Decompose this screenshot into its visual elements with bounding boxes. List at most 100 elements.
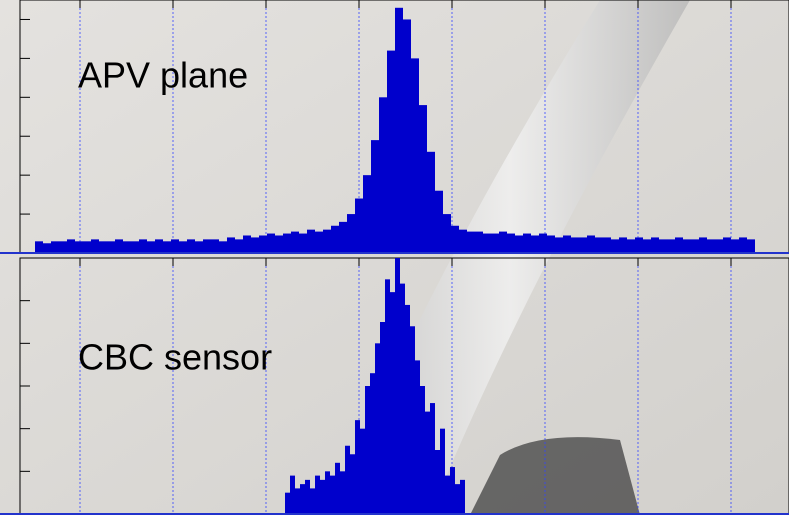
bar — [315, 231, 323, 253]
bar — [403, 19, 411, 254]
bar — [395, 7, 403, 253]
bar — [179, 241, 187, 253]
bar — [651, 237, 659, 253]
bar — [563, 235, 571, 253]
bar — [171, 239, 179, 253]
bar — [315, 475, 320, 514]
bar — [425, 411, 430, 514]
bar — [139, 239, 147, 253]
bar — [475, 231, 483, 253]
bar — [739, 237, 747, 253]
bar — [163, 241, 171, 253]
bar — [523, 233, 531, 253]
bar — [131, 241, 139, 253]
bar — [380, 322, 385, 514]
bar — [667, 239, 675, 253]
bar — [331, 225, 339, 253]
bar — [275, 235, 283, 253]
bar — [375, 343, 380, 514]
bar — [410, 326, 415, 514]
bar — [290, 475, 295, 514]
bar — [595, 237, 603, 253]
bar — [219, 241, 227, 253]
bar — [323, 229, 331, 253]
bar — [251, 237, 259, 253]
bar — [467, 231, 475, 253]
bar — [435, 190, 443, 253]
bar — [483, 233, 491, 253]
bar — [330, 475, 335, 514]
bar — [539, 233, 547, 253]
bar — [350, 454, 355, 514]
bar — [675, 237, 683, 253]
bar — [355, 198, 363, 253]
bar — [307, 229, 315, 253]
bar — [579, 237, 587, 253]
bar — [491, 233, 499, 253]
bar — [385, 279, 390, 514]
bar — [619, 237, 627, 253]
annotation: CBC sensor — [78, 337, 272, 378]
bar — [707, 239, 715, 253]
bar — [75, 241, 83, 253]
bar — [267, 233, 275, 253]
bar — [643, 239, 651, 253]
bar — [419, 105, 427, 253]
bar — [340, 471, 345, 514]
bar — [451, 225, 459, 253]
bar — [635, 237, 643, 253]
bar — [363, 175, 371, 253]
bar — [390, 292, 395, 514]
bar — [211, 239, 219, 253]
bar — [420, 386, 425, 514]
bar — [195, 241, 203, 253]
bar — [310, 488, 315, 514]
bar — [611, 239, 619, 253]
bar — [547, 235, 555, 253]
bar — [435, 450, 440, 514]
bar — [507, 233, 515, 253]
bar — [627, 239, 635, 253]
bar — [587, 235, 595, 253]
bar — [320, 479, 325, 514]
bar — [339, 221, 347, 253]
background-object — [470, 437, 640, 515]
bar — [427, 151, 435, 253]
bar — [360, 428, 365, 514]
bar — [405, 304, 410, 514]
bar — [691, 239, 699, 253]
bar — [445, 475, 450, 514]
bar — [400, 283, 405, 514]
bar — [59, 241, 67, 253]
bar — [91, 239, 99, 253]
bar — [555, 237, 563, 253]
bar — [51, 241, 59, 253]
bar — [285, 492, 290, 514]
bar — [115, 239, 123, 253]
bar — [370, 373, 375, 514]
bar — [515, 235, 523, 253]
bar — [147, 241, 155, 253]
bar — [295, 488, 300, 514]
bar — [187, 239, 195, 253]
bar — [123, 241, 131, 253]
bar — [603, 237, 611, 253]
bar — [699, 237, 707, 253]
bar — [43, 243, 51, 253]
bar — [460, 479, 465, 514]
bar — [291, 231, 299, 253]
bar — [155, 239, 163, 253]
bar — [430, 403, 435, 514]
bar — [659, 239, 667, 253]
bar — [723, 237, 731, 253]
bar — [731, 239, 739, 253]
bar — [99, 241, 107, 253]
bar — [440, 428, 445, 514]
bar — [243, 235, 251, 253]
bar — [499, 231, 507, 253]
bar — [335, 462, 340, 514]
bar — [227, 237, 235, 253]
bar — [531, 235, 539, 253]
